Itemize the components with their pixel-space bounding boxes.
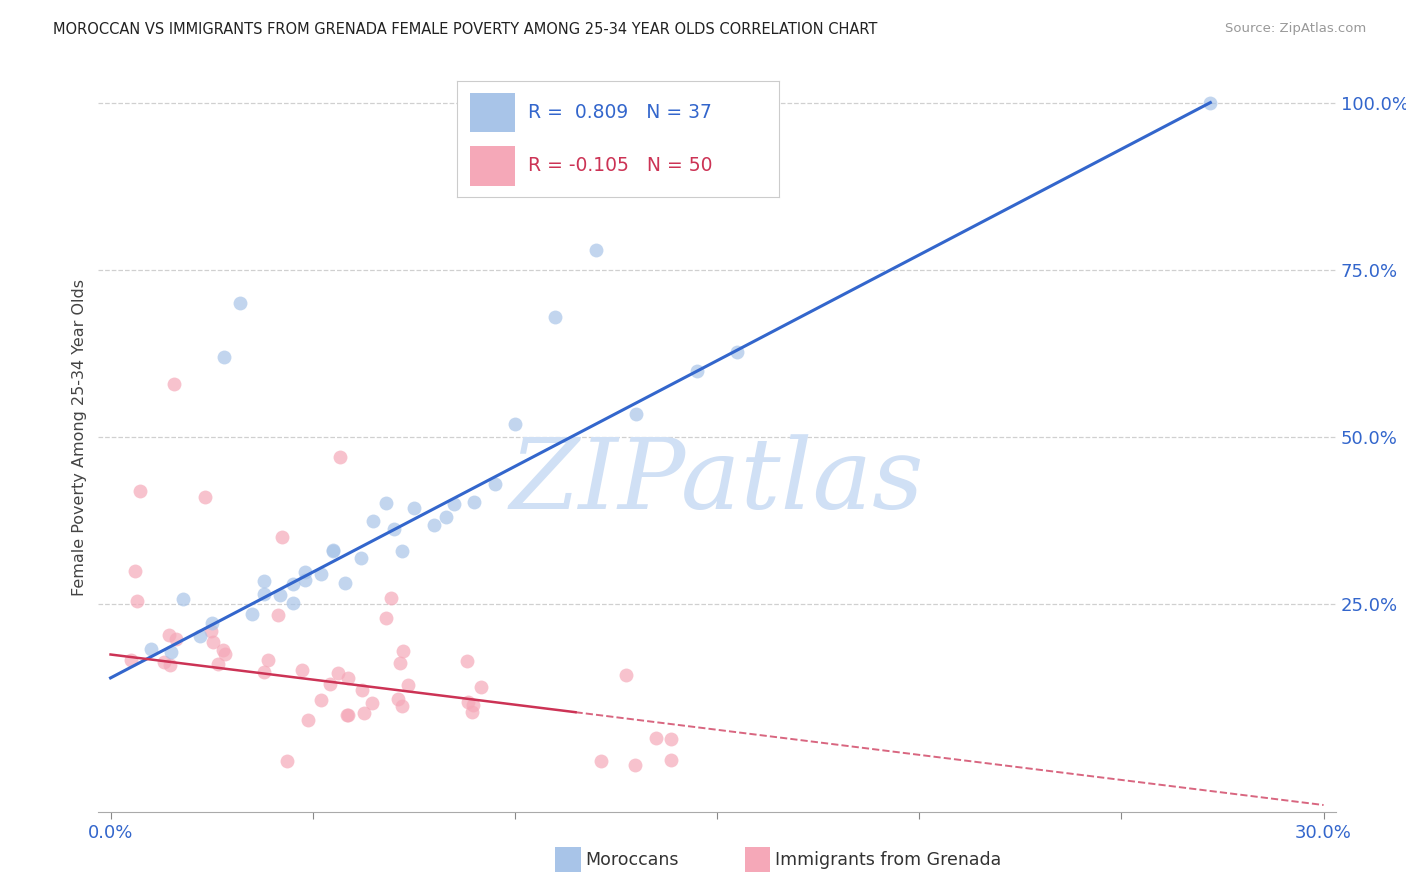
- Point: [201, 616, 224, 631]
- Point: [200, 624, 222, 639]
- Point: [163, 376, 186, 391]
- Point: [350, 682, 373, 697]
- Point: [461, 705, 484, 719]
- Point: [443, 497, 465, 511]
- Point: [337, 671, 360, 685]
- Point: [194, 491, 217, 505]
- Point: [350, 551, 373, 566]
- Point: [1199, 95, 1222, 110]
- Point: [456, 654, 478, 668]
- Y-axis label: Female Poverty Among 25-34 Year Olds: Female Poverty Among 25-34 Year Olds: [72, 278, 87, 596]
- Point: [434, 509, 457, 524]
- Point: [659, 753, 682, 767]
- Point: [270, 530, 292, 544]
- Point: [725, 344, 748, 359]
- Point: [276, 754, 298, 768]
- Point: [229, 296, 252, 310]
- Point: [336, 707, 359, 722]
- Point: [337, 708, 360, 723]
- Point: [624, 757, 647, 772]
- Point: [463, 698, 485, 712]
- Point: [139, 642, 162, 657]
- Point: [214, 647, 236, 661]
- Point: [257, 653, 280, 667]
- Point: [585, 243, 607, 257]
- Point: [309, 692, 332, 706]
- Point: [423, 518, 446, 533]
- Point: [160, 645, 183, 659]
- Point: [391, 544, 413, 558]
- Point: [294, 573, 316, 587]
- Point: [374, 496, 396, 510]
- Point: [391, 698, 413, 713]
- Text: ZIPatlas: ZIPatlas: [510, 434, 924, 530]
- Text: Source: ZipAtlas.com: Source: ZipAtlas.com: [1226, 22, 1367, 36]
- Point: [544, 310, 567, 324]
- Point: [387, 692, 409, 706]
- Point: [353, 706, 375, 720]
- Point: [267, 608, 290, 623]
- Point: [291, 663, 314, 677]
- Point: [686, 364, 709, 378]
- Point: [322, 544, 344, 558]
- Point: [380, 591, 402, 605]
- Point: [159, 657, 181, 672]
- Point: [361, 696, 384, 710]
- Point: [503, 417, 526, 431]
- Point: [382, 522, 405, 536]
- Point: [470, 680, 492, 694]
- Point: [396, 678, 419, 692]
- Point: [309, 566, 332, 581]
- Point: [294, 566, 316, 580]
- Point: [645, 731, 668, 746]
- Point: [188, 629, 211, 643]
- Point: [201, 635, 224, 649]
- Point: [172, 592, 194, 607]
- Point: [240, 607, 263, 621]
- Point: [157, 628, 180, 642]
- Point: [318, 677, 340, 691]
- Point: [129, 483, 152, 498]
- Point: [392, 644, 415, 658]
- Point: [281, 576, 304, 591]
- Point: [328, 666, 350, 681]
- Point: [614, 667, 637, 681]
- Text: Immigrants from Grenada: Immigrants from Grenada: [775, 851, 1001, 869]
- Point: [363, 514, 385, 528]
- Point: [457, 695, 479, 709]
- Point: [659, 732, 682, 747]
- Point: [269, 588, 291, 602]
- Point: [212, 350, 235, 364]
- Point: [165, 632, 187, 647]
- Point: [322, 542, 344, 557]
- Point: [253, 665, 276, 680]
- Point: [402, 501, 425, 516]
- Point: [333, 576, 356, 591]
- Point: [624, 407, 647, 421]
- Point: [152, 656, 174, 670]
- Point: [125, 594, 148, 608]
- Point: [591, 754, 613, 768]
- Point: [329, 450, 352, 465]
- Point: [281, 596, 304, 610]
- Text: Moroccans: Moroccans: [585, 851, 679, 869]
- Point: [124, 564, 146, 578]
- Point: [388, 656, 411, 670]
- Point: [297, 713, 319, 727]
- Point: [484, 477, 506, 491]
- Point: [120, 653, 142, 667]
- Point: [253, 587, 276, 601]
- Point: [374, 611, 396, 625]
- Point: [207, 657, 229, 671]
- Point: [463, 495, 485, 509]
- Point: [212, 643, 235, 657]
- Text: MOROCCAN VS IMMIGRANTS FROM GRENADA FEMALE POVERTY AMONG 25-34 YEAR OLDS CORRELA: MOROCCAN VS IMMIGRANTS FROM GRENADA FEMA…: [53, 22, 877, 37]
- Point: [253, 574, 276, 588]
